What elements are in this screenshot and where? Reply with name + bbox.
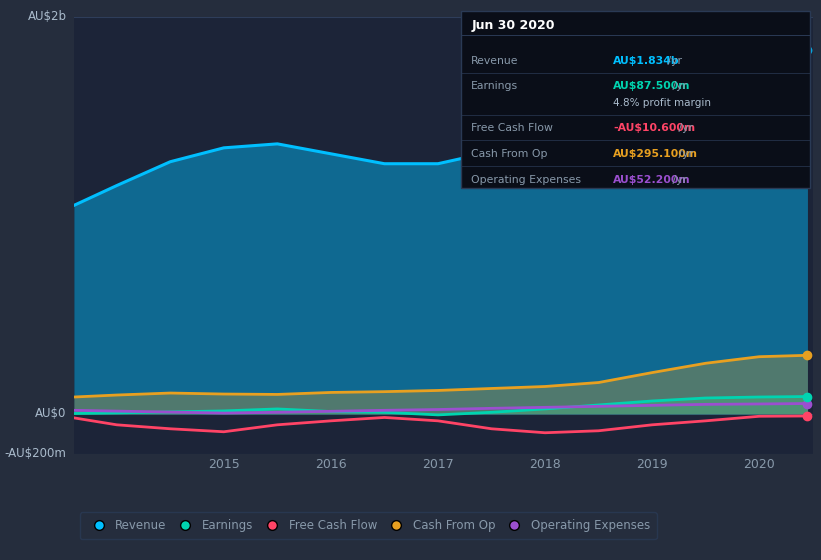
Text: Earnings: Earnings	[471, 81, 518, 91]
Text: /yr: /yr	[669, 81, 687, 91]
Text: Cash From Op: Cash From Op	[471, 149, 548, 159]
Text: -AU$10.600m: -AU$10.600m	[613, 123, 695, 133]
Text: /yr: /yr	[675, 123, 693, 133]
Text: AU$87.500m: AU$87.500m	[613, 81, 690, 91]
Legend: Revenue, Earnings, Free Cash Flow, Cash From Op, Operating Expenses: Revenue, Earnings, Free Cash Flow, Cash …	[80, 512, 657, 539]
Text: AU$295.100m: AU$295.100m	[613, 149, 699, 159]
Text: Operating Expenses: Operating Expenses	[471, 175, 581, 185]
Text: Revenue: Revenue	[471, 55, 519, 66]
Text: -AU$200m: -AU$200m	[5, 447, 67, 460]
Text: Jun 30 2020: Jun 30 2020	[471, 19, 555, 32]
Text: AU$2b: AU$2b	[27, 10, 67, 24]
Text: /yr: /yr	[663, 55, 681, 66]
Text: Free Cash Flow: Free Cash Flow	[471, 123, 553, 133]
Text: /yr: /yr	[675, 149, 693, 159]
Text: AU$0: AU$0	[35, 407, 67, 421]
Text: 4.8% profit margin: 4.8% profit margin	[613, 98, 711, 108]
Text: /yr: /yr	[669, 175, 687, 185]
Text: AU$52.200m: AU$52.200m	[613, 175, 691, 185]
Text: AU$1.834b: AU$1.834b	[613, 55, 680, 66]
